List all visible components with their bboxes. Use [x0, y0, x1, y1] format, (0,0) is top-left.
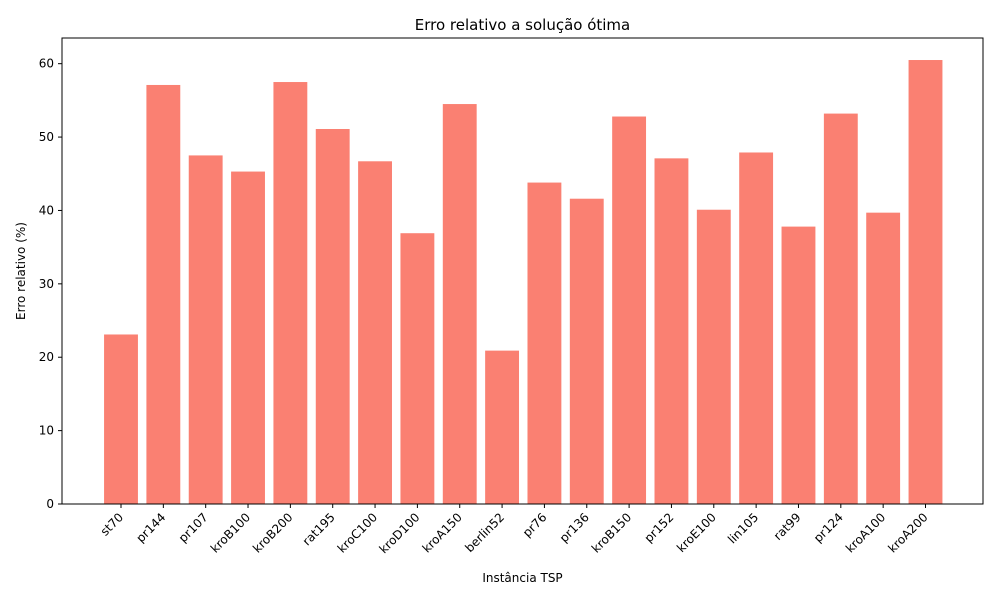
- y-tick-label: 40: [39, 203, 54, 217]
- y-axis-label: Erro relativo (%): [14, 222, 28, 320]
- bar-pr144: [146, 84, 181, 505]
- x-tick-label: pr144: [133, 510, 168, 545]
- bar-st70: [104, 334, 138, 504]
- x-tick-label: pr152: [642, 510, 677, 545]
- bar-kroD100: [400, 233, 435, 504]
- x-tick-label: pr76: [520, 510, 550, 540]
- bar-pr76: [527, 182, 562, 505]
- bar-kroA100: [866, 212, 901, 504]
- x-tick-label: rat195: [300, 510, 338, 548]
- chart-title: Erro relativo a solução ótima: [415, 16, 631, 34]
- bar-kroC100: [358, 161, 392, 504]
- x-tick-label: kroB200: [250, 510, 295, 555]
- y-tick-label: 50: [39, 130, 54, 144]
- bar-kroB100: [231, 171, 265, 505]
- x-tick-label: pr107: [176, 510, 211, 545]
- x-tick-label: kroA150: [420, 510, 465, 555]
- plot-frame: [61, 37, 984, 505]
- bar-pr107: [188, 155, 223, 504]
- y-tick-label: 30: [39, 277, 54, 291]
- bar-lin105: [739, 152, 774, 505]
- bar-kroB200: [273, 82, 308, 504]
- x-tick-label: kroD100: [376, 510, 422, 556]
- bar-kroA150: [442, 104, 477, 504]
- x-tick-label: kroB100: [208, 510, 253, 555]
- y-axis-ticks: 0 10 20 30 40 50 60: [39, 57, 62, 511]
- x-tick-label: lin105: [725, 510, 761, 546]
- x-tick-label: st70: [98, 510, 126, 538]
- bar-kroE100: [696, 209, 731, 504]
- bar-rat195: [315, 128, 350, 505]
- x-tick-label: kroA200: [885, 510, 930, 555]
- y-tick-label: 60: [39, 57, 54, 71]
- y-tick-label: 20: [39, 350, 54, 364]
- bar-kroA200: [908, 60, 943, 504]
- bar-kroB150: [612, 116, 647, 505]
- bars-group: [104, 60, 943, 505]
- y-tick-label: 0: [46, 497, 54, 511]
- x-tick-label: rat99: [771, 510, 804, 543]
- bar-berlin52: [485, 350, 520, 504]
- bar-pr152: [654, 158, 689, 504]
- x-tick-label: pr136: [557, 510, 592, 545]
- x-tick-label: berlin52: [462, 510, 507, 555]
- x-tick-label: pr124: [811, 510, 846, 545]
- x-tick-label: kroE100: [674, 510, 719, 555]
- x-tick-label: kroA100: [843, 510, 888, 555]
- x-tick-label: kroB150: [589, 510, 634, 555]
- x-axis-label: Instância TSP: [482, 571, 562, 585]
- bar-pr124: [823, 113, 858, 504]
- x-tick-label: kroC100: [335, 510, 380, 555]
- y-tick-label: 10: [39, 424, 54, 438]
- bar-rat99: [781, 226, 816, 505]
- bar-pr136: [569, 198, 604, 504]
